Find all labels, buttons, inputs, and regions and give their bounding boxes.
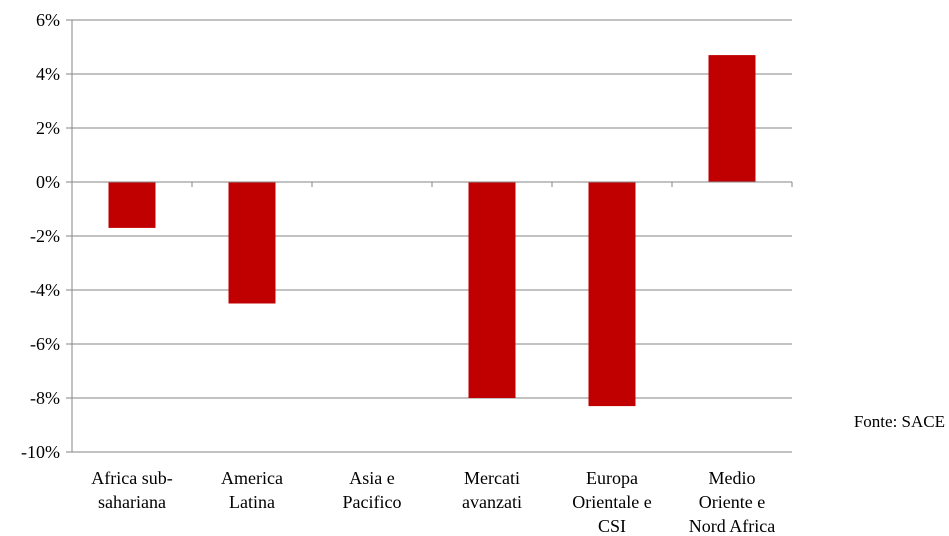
x-tick-label: Mercati avanzati	[462, 468, 522, 512]
bar	[708, 55, 756, 182]
y-tick-label: -2%	[30, 226, 60, 246]
y-tick-label: -8%	[30, 388, 60, 408]
source-note: Fonte: SACE	[853, 412, 945, 431]
bar	[588, 182, 636, 407]
x-tick-label: Europa Orientale e CSI	[572, 468, 651, 536]
y-tick-label: 6%	[36, 10, 60, 30]
bar	[228, 182, 276, 304]
x-tick-label: Asia e Pacifico	[343, 468, 402, 512]
bar	[468, 182, 516, 398]
y-tick-labels: 6% 4% 2% 0% -2% -4% -6% -8% -10%	[21, 10, 60, 462]
y-tick-label: -10%	[21, 442, 60, 462]
bars	[108, 55, 756, 407]
y-tick-label: 0%	[36, 172, 60, 192]
y-tick-label: -4%	[30, 280, 60, 300]
x-tick-label: Medio Oriente e Nord Africa	[689, 468, 775, 536]
y-tick-label: 4%	[36, 64, 60, 84]
gridlines	[72, 19, 792, 453]
x-tick-label: Africa sub-sahariana	[91, 468, 172, 512]
axes	[66, 19, 793, 453]
x-tick-label: America Latina	[221, 468, 283, 512]
y-tick-label: -6%	[30, 334, 60, 354]
bar	[108, 182, 156, 228]
y-tick-label: 2%	[36, 118, 60, 138]
